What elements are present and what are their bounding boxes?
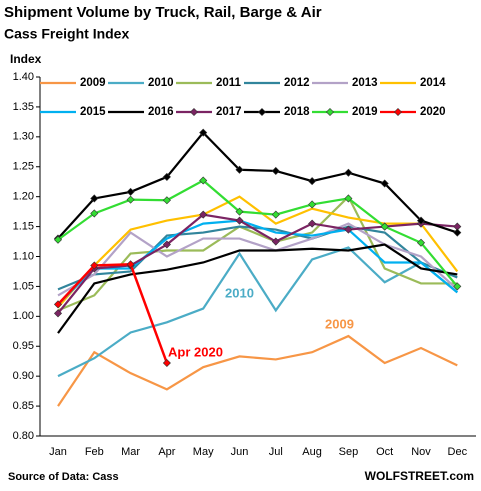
marker [90,261,99,270]
marker [308,177,317,186]
brand: WOLFSTREET.com [365,469,474,483]
legend-label: 2017 [216,106,242,118]
marker [344,225,353,234]
y-tick-label: 1.25 [13,161,34,173]
y-tick-label: 1.00 [13,310,34,322]
series-line [57,262,169,364]
x-tick-label: Apr [158,446,175,458]
marker [344,194,353,203]
series-line [57,179,459,288]
marker [126,187,135,196]
x-tick-label: Aug [302,446,322,458]
marker [271,237,280,246]
series-line [57,334,458,407]
y-tick-label: 0.90 [13,370,34,382]
legend-marker [257,107,267,117]
marker [53,300,63,309]
annotation: 2009 [325,316,354,331]
series-line [57,213,458,315]
marker [308,219,317,228]
marker [453,228,462,237]
marker [271,166,280,175]
x-tick-label: Jul [269,446,283,458]
marker [126,260,135,269]
marker [53,235,63,244]
marker [53,309,63,318]
legend-label: 2011 [216,77,242,89]
legend-label: 2016 [148,106,174,118]
x-tick-label: Feb [85,446,104,458]
marker [308,200,317,209]
marker [162,358,171,368]
marker [199,210,208,219]
y-tick-label: 1.05 [13,280,34,292]
legend-label: 2019 [352,106,378,118]
legend-label: 2013 [352,77,378,89]
y-tick-label: 1.15 [13,220,34,232]
series-line [57,225,458,291]
series-line [57,194,458,312]
series-line [57,246,458,378]
x-tick-label: May [193,446,214,458]
marker [416,216,426,225]
y-tick-label: 1.20 [13,191,34,203]
marker [199,128,208,137]
marker [416,238,426,247]
series-line [57,219,458,306]
x-tick-label: Jun [231,446,249,458]
marker [235,207,244,216]
x-tick-label: Oct [376,446,393,458]
y-tick-label: 1.35 [13,101,34,113]
marker [344,168,353,177]
y-tick-label: 1.10 [13,250,34,262]
x-tick-label: Mar [121,446,140,458]
legend-label: 2015 [80,106,106,118]
marker [271,210,280,219]
y-tick-label: 1.30 [13,131,34,143]
legend-label: 2010 [148,77,174,89]
x-tick-label: Jan [49,446,67,458]
legend-label: 2009 [80,77,106,89]
source: Source of Data: Cass [8,471,119,483]
annotation: Apr 2020 [168,344,223,359]
marker [162,196,171,205]
marker [199,176,208,185]
marker [162,172,171,181]
marker [453,282,462,291]
series-line [57,130,458,240]
legend-label: 2018 [284,106,310,118]
marker [380,179,389,188]
chart-title: Shipment Volume by Truck, Rail, Barge & … [4,4,322,21]
y-tick-label: 0.80 [13,430,34,442]
marker [380,222,389,231]
marker [162,240,171,249]
legend-label: 2012 [284,77,310,89]
series-line [57,243,458,334]
annotation: 2010 [225,285,254,300]
marker [235,216,244,225]
series-line [57,195,459,309]
legend-marker [393,107,403,117]
series-line [57,222,459,297]
chart-subtitle: Cass Freight Index [4,26,129,42]
y-tick-label: 0.85 [13,400,34,412]
legend-label: 2020 [420,106,446,118]
y-axis-label: Index [10,52,42,66]
marker [126,195,135,204]
x-tick-label: Dec [448,446,468,458]
legend-marker [325,107,335,117]
marker [235,165,244,174]
x-tick-label: Sep [339,446,359,458]
marker [90,209,99,218]
legend-label: 2014 [420,77,446,89]
x-tick-label: Nov [411,446,431,458]
marker [90,194,99,203]
y-tick-label: 0.95 [13,340,34,352]
legend-marker [189,107,199,117]
y-tick-label: 1.40 [13,71,34,83]
